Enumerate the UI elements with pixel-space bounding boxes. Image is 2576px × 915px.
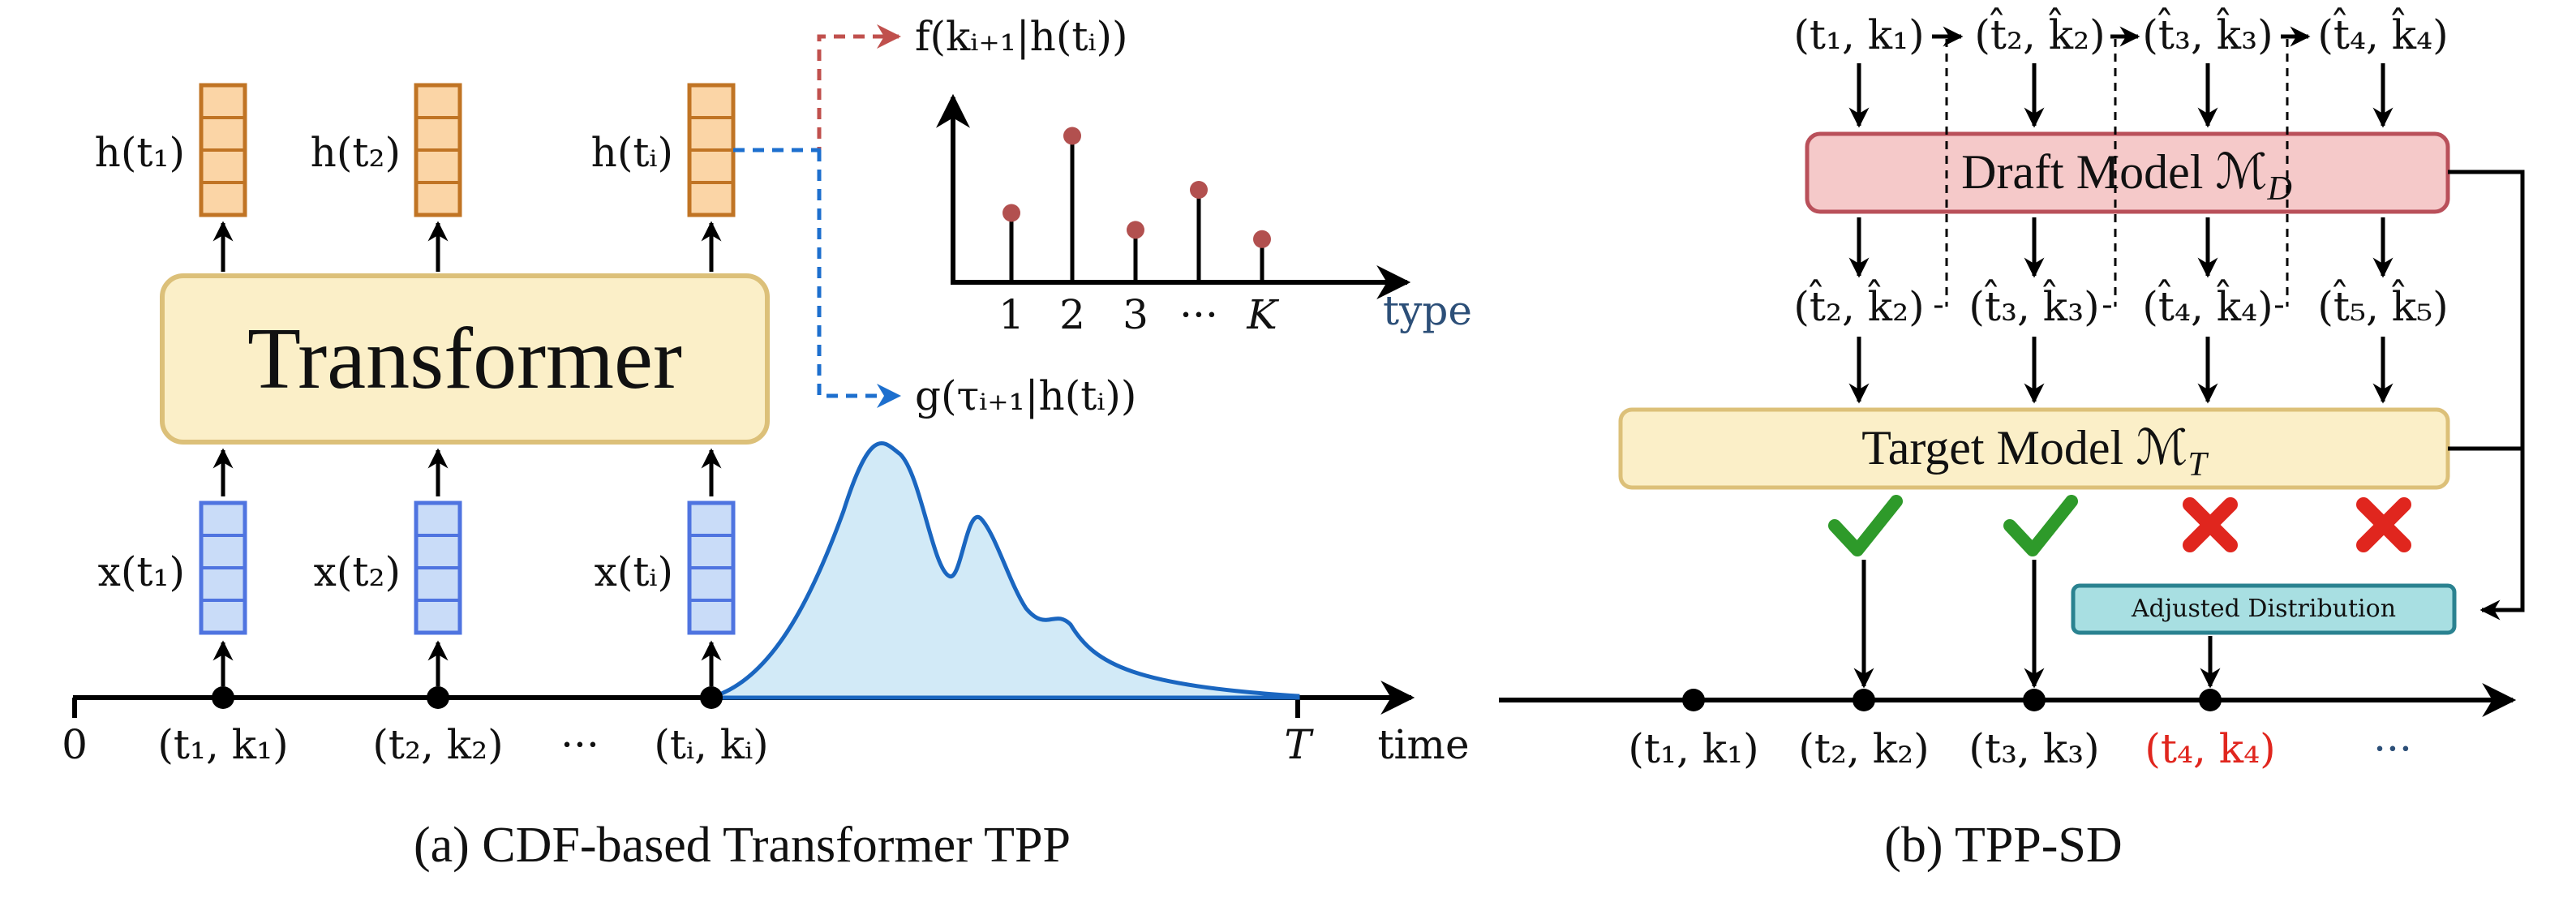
cross-icon-4 (2356, 497, 2411, 552)
input-label-2: x(t₂) (314, 548, 401, 595)
input-embedding-1 (199, 500, 247, 635)
draft-model-label: Draft Model ℳD (1961, 145, 2292, 208)
stem-dot-3 (1127, 221, 1144, 239)
hidden-label-1: h(t₁) (95, 129, 185, 176)
hidden-state-1 (199, 83, 247, 217)
input-embedding-2 (414, 500, 462, 635)
event-dot-i (700, 686, 723, 709)
top-input-3: (t̂₃, k̂₃) (2142, 6, 2273, 58)
stem-dot-4 (1190, 181, 1208, 199)
adjusted-distribution-box (2071, 583, 2457, 635)
type-distribution-chart: 1 2 3 ··· K type (936, 93, 1472, 338)
panel-b: (t₁, k₁) (t̂₂, k̂₂) (t̂₃, k̂₃) (t̂₄, k̂₄… (1499, 6, 2525, 873)
timeline-label-2: (t₂, k₂) (1798, 725, 1929, 772)
transformer-label: Transformer (247, 311, 682, 407)
input-embedding-i (687, 500, 736, 635)
event-label-2: (t₂, k₂) (372, 721, 503, 768)
hidden-label-2: h(t₂) (311, 129, 401, 176)
top-input-1: (t₁, k₁) (1793, 11, 1924, 58)
input-label-i: x(tᵢ) (595, 548, 673, 595)
density-curve (709, 441, 1300, 700)
adjusted-distribution-label: Adjusted Distribution (2131, 595, 2396, 623)
draft-output-1: (t̂₂, k̂₂) (1793, 278, 1924, 330)
draft-target-bracket (2448, 170, 2525, 621)
timeline-ellipsis: ··· (2373, 725, 2412, 772)
type-axis-label: type (1383, 287, 1472, 334)
check-icon-2 (2003, 495, 2078, 556)
timeline-label-4: (t₄, k₄) (2145, 725, 2275, 772)
timeline-label-1: (t₁, k₁) (1628, 725, 1758, 772)
draft-output-2: (t̂₃, k̂₃) (1968, 278, 2099, 330)
panel-a: 0 T time (t₁, k₁) (t₂, k₂) ··· (tᵢ, kᵢ) (62, 13, 1472, 873)
stem-dot-5 (1253, 230, 1271, 248)
hidden-state-2 (414, 83, 462, 217)
stem-dot-2 (1063, 127, 1081, 145)
f-label: f(kᵢ₊₁|h(tᵢ)) (915, 13, 1128, 60)
event-ellipsis: ··· (560, 721, 599, 768)
f-head-arrow (733, 24, 901, 152)
type-tick-ellipsis: ··· (1179, 291, 1218, 338)
timeline-dot-2 (1853, 689, 1875, 711)
transformer-block (160, 273, 770, 445)
top-input-4: (t̂₄, k̂₄) (2317, 6, 2448, 58)
stem-dot-1 (1002, 204, 1020, 222)
cross-icon-3 (2183, 497, 2238, 552)
target-model-label: Target Model ℳT (1861, 421, 2209, 483)
time-label: time (1377, 721, 1469, 768)
event-label-i: (tᵢ, kᵢ) (654, 721, 768, 768)
timeline-dot-4 (2199, 689, 2222, 711)
g-head-arrow (817, 150, 901, 408)
hidden-state-i (687, 83, 736, 217)
event-dot-2 (427, 686, 449, 709)
stems (1002, 127, 1271, 282)
timeline-label-3: (t₃, k₃) (1968, 725, 2099, 772)
event-dot-1 (212, 686, 234, 709)
origin-label: 0 (62, 721, 88, 768)
type-tick-K: K (1246, 291, 1279, 338)
draft-output-4: (t̂₅, k̂₅) (2317, 278, 2448, 330)
input-label-1: x(t₁) (98, 548, 185, 595)
g-label: g(τᵢ₊₁|h(tᵢ)) (915, 372, 1136, 419)
end-label: T (1284, 721, 1314, 768)
hidden-label-i: h(tᵢ) (591, 129, 673, 176)
caption-a: (a) CDF-based Transformer TPP (414, 818, 1071, 873)
timeline-dot-1 (1682, 689, 1705, 711)
caption-b: (b) TPP-SD (1884, 818, 2122, 873)
type-tick-1: 1 (998, 291, 1024, 338)
type-tick-3: 3 (1123, 291, 1148, 338)
draft-output-3: (t̂₄, k̂₄) (2142, 278, 2273, 330)
check-icon-1 (1828, 495, 1903, 556)
timeline-dot-3 (2023, 689, 2046, 711)
top-input-2: (t̂₂, k̂₂) (1974, 6, 2105, 58)
type-tick-2: 2 (1059, 291, 1085, 338)
event-label-1: (t₁, k₁) (157, 721, 288, 768)
